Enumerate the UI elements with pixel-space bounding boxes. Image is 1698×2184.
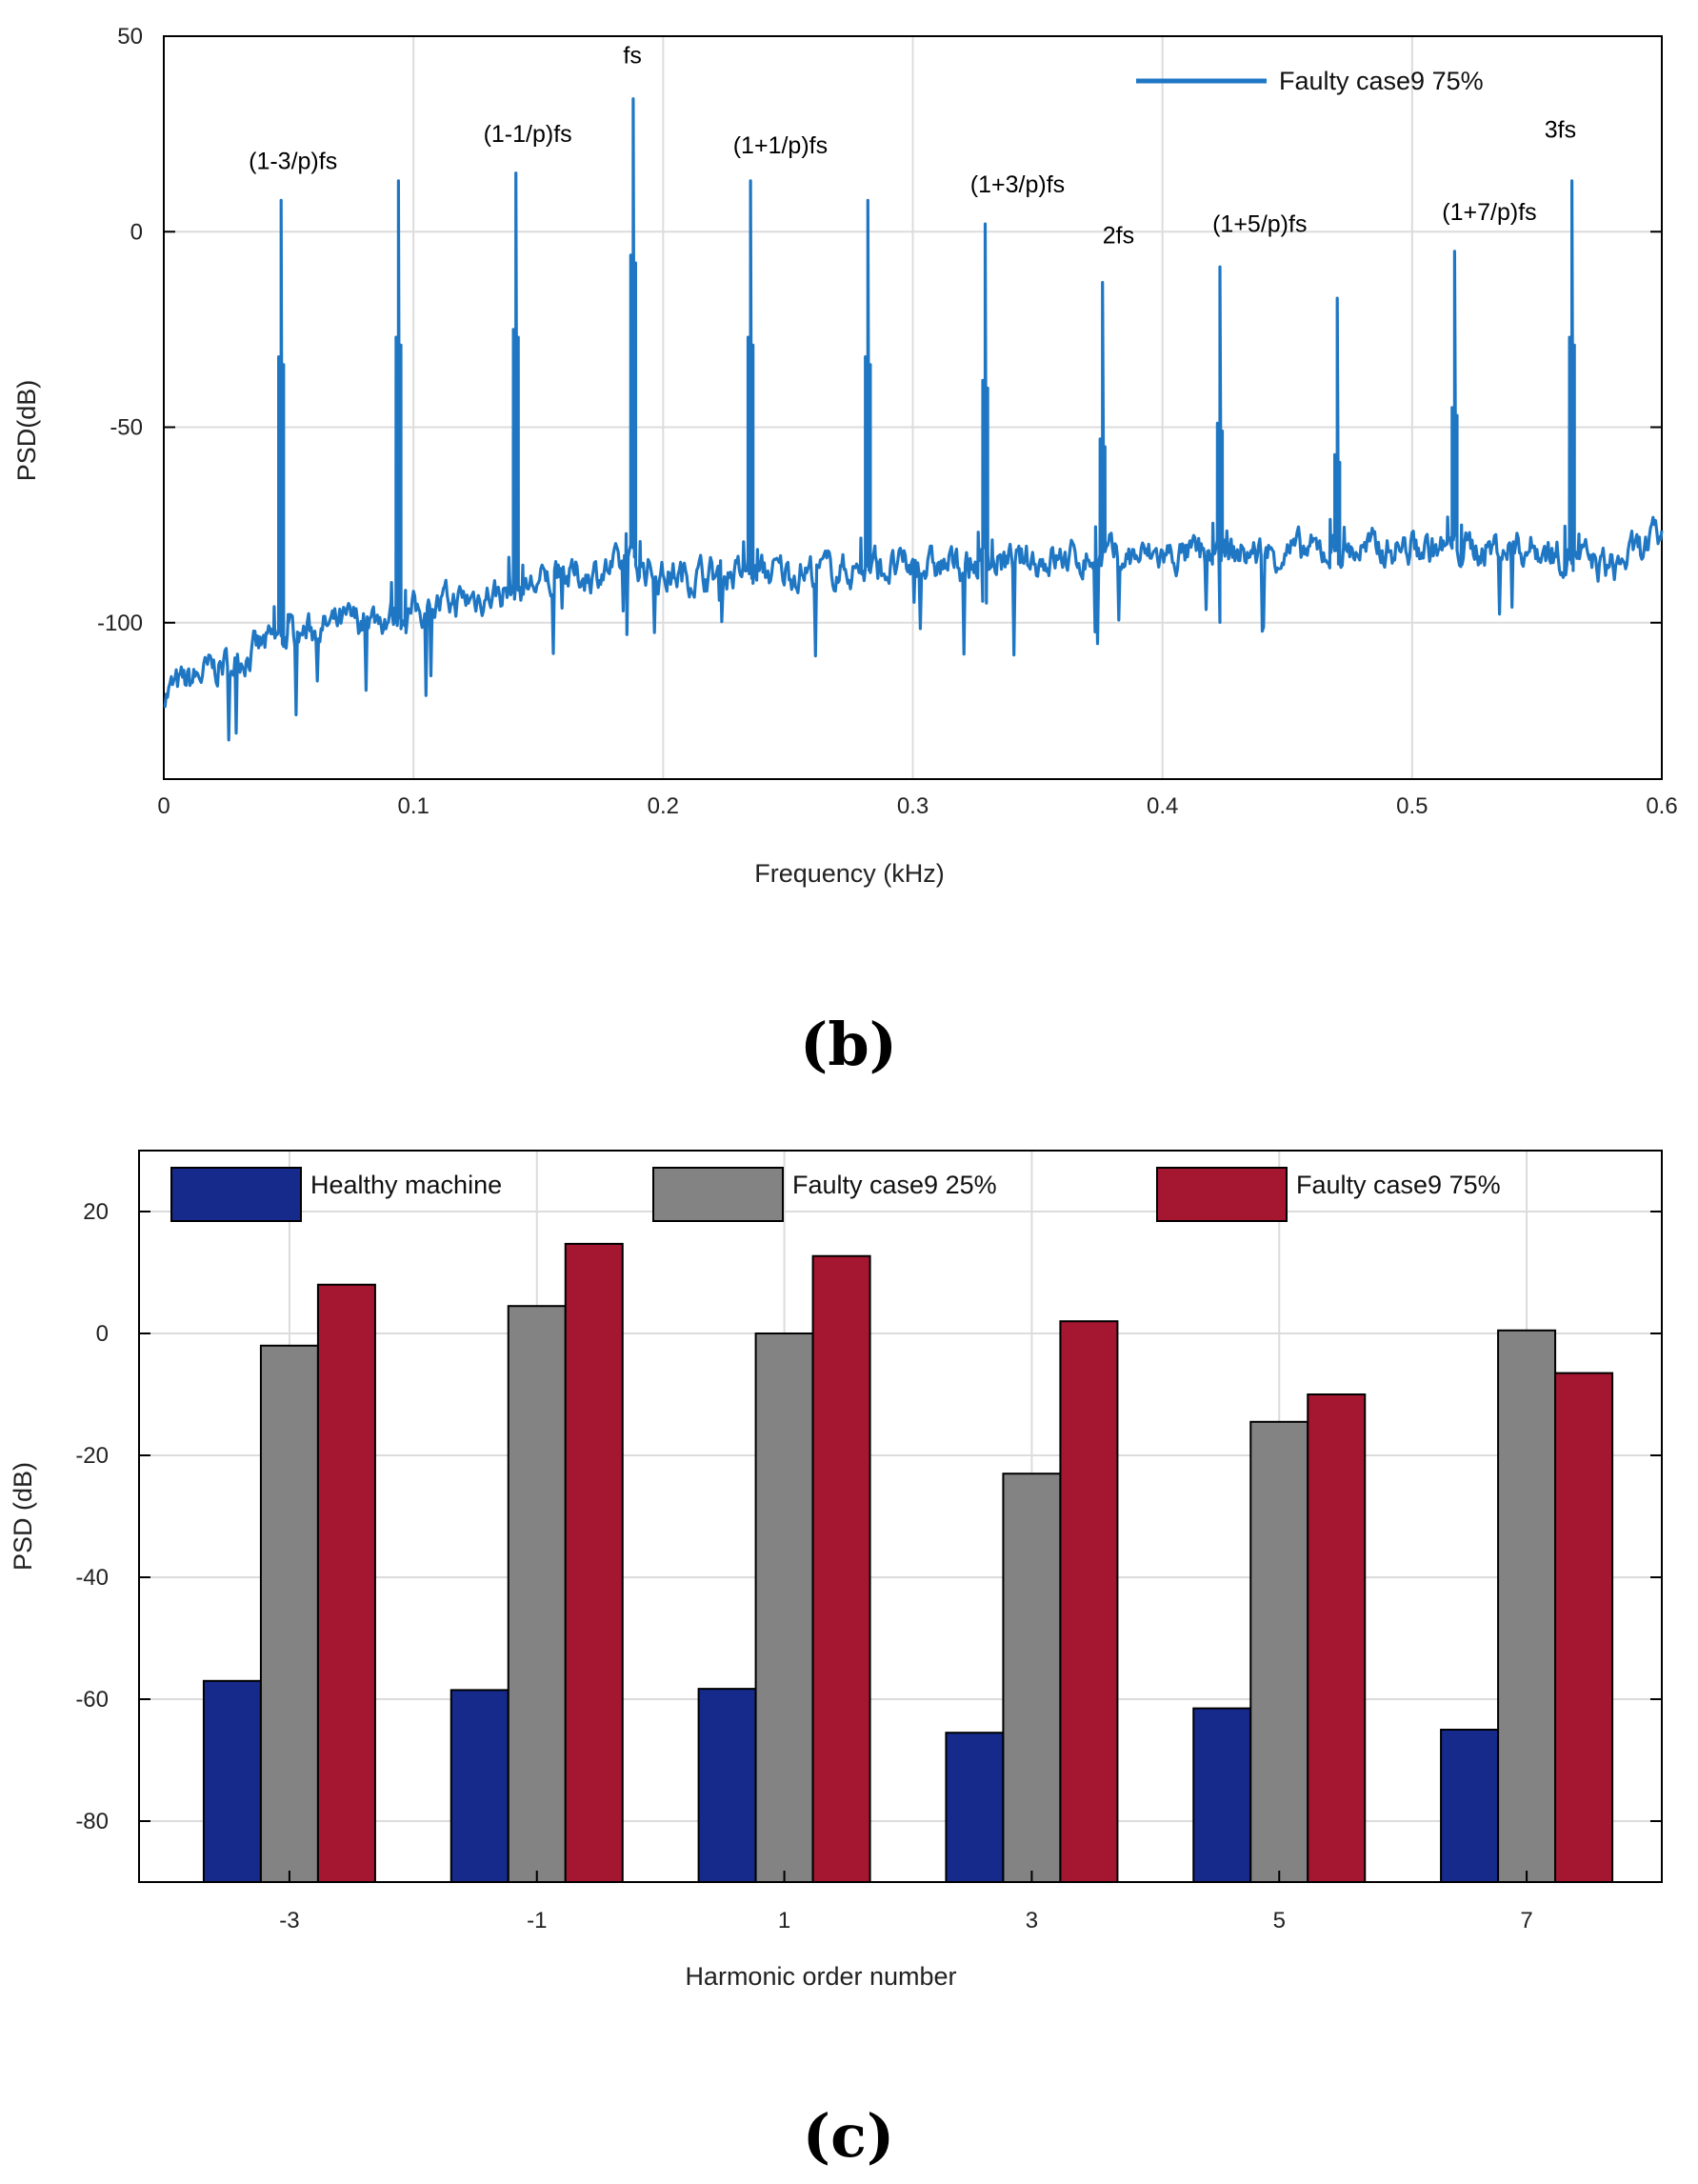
b-x-axis-label: Frequency (kHz) — [754, 859, 945, 888]
b-annotation: (1+3/p)fs — [970, 171, 1065, 198]
c-x-tick-label: 5 — [1273, 1908, 1286, 1934]
c-bar — [1554, 1372, 1614, 1883]
b-plot-frame — [163, 35, 1663, 780]
c-bar — [259, 1344, 319, 1884]
c-bar — [507, 1305, 567, 1883]
c-y-tick-label: -60 — [75, 1687, 109, 1713]
b-x-tick-label: 0 — [157, 793, 170, 819]
c-legend-swatch-25 — [652, 1167, 784, 1222]
c-bars — [202, 1242, 1614, 1884]
b-x-tick-label: 0.4 — [1147, 793, 1178, 819]
b-x-tick-label: 0.1 — [397, 793, 429, 819]
c-y-tick-label: 20 — [83, 1199, 109, 1225]
c-legend-swatch-75 — [1156, 1167, 1288, 1222]
b-legend: Faulty case9 75% — [1136, 67, 1484, 95]
c-bar — [202, 1679, 262, 1884]
c-legend-swatch-healthy — [170, 1167, 302, 1222]
b-annotation: (1-1/p)fs — [484, 121, 572, 148]
b-y-tick-label: -100 — [97, 611, 143, 636]
b-y-tick-label: -50 — [110, 415, 143, 441]
b-annotation: 2fs — [1103, 223, 1134, 250]
b-series-line-faulty-case9-75 — [163, 97, 1664, 742]
c-legend-label-25: Faulty case9 25% — [792, 1171, 997, 1199]
c-y-tick-label: 0 — [96, 1321, 109, 1347]
c-y-tick-label: -80 — [75, 1809, 109, 1834]
c-x-tick-label: -1 — [527, 1908, 547, 1934]
b-legend-label: Faulty case9 75% — [1279, 67, 1484, 95]
c-bar — [811, 1254, 871, 1883]
b-x-tick-label: 0.5 — [1396, 793, 1428, 819]
panel-label-c: (c) — [803, 2101, 894, 2171]
c-bar — [1497, 1329, 1557, 1884]
c-bar — [1192, 1707, 1252, 1883]
c-bar — [1249, 1420, 1309, 1884]
c-x-tick-label: -3 — [279, 1908, 299, 1934]
b-annotation: (1+5/p)fs — [1212, 210, 1307, 237]
c-plot-frame — [138, 1150, 1663, 1883]
b-annotation: (1+7/p)fs — [1442, 199, 1536, 226]
c-y-tick-label: -40 — [75, 1565, 109, 1591]
b-y-tick-label: 50 — [117, 24, 143, 50]
panel-label-b: (b) — [800, 1010, 897, 1079]
c-bar — [449, 1689, 509, 1884]
b-y-tick-label: 0 — [130, 219, 143, 245]
c-bar — [1002, 1473, 1062, 1883]
c-gridlines — [139, 1151, 1662, 1882]
c-bar — [697, 1688, 757, 1883]
c-y-tick-label: -20 — [75, 1443, 109, 1469]
c-legend-label-75: Faulty case9 75% — [1296, 1171, 1501, 1199]
c-bar — [1440, 1729, 1500, 1883]
b-x-tick-label: 0.6 — [1646, 793, 1677, 819]
c-bar — [1059, 1320, 1119, 1883]
b-annotation: fs — [623, 43, 641, 70]
c-legend: Healthy machine Faulty case9 25% Faulty … — [170, 1167, 1501, 1222]
b-x-tick-label: 0.3 — [897, 793, 929, 819]
harmonic-bar-chart: 20 0 -20 -40 -60 -80 -3 -1 1 3 5 7 Healthy machine … — [9, 1150, 1663, 2171]
b-annotation: 3fs — [1545, 117, 1576, 144]
c-bar — [945, 1732, 1005, 1883]
b-axis-ticks: 0 0.1 0.2 0.3 0.4 0.5 0.6 50 0 -50 -100 — [97, 24, 1678, 819]
b-x-tick-label: 0.2 — [648, 793, 679, 819]
b-annotations: (1-3/p)fs (1-1/p)fs fs (1+1/p)fs (1+3/p)fs 2f… — [249, 43, 1576, 250]
b-gridlines — [164, 36, 1662, 779]
c-bar — [1307, 1393, 1367, 1883]
c-legend-label-healthy: Healthy machine — [310, 1171, 502, 1199]
c-axis-ticks: 20 0 -20 -40 -60 -80 -3 -1 1 3 5 7 — [75, 1199, 1662, 1934]
c-x-tick-label: 7 — [1520, 1908, 1532, 1934]
b-y-axis-label: PSD(dB) — [12, 380, 41, 482]
b-annotation: (1+1/p)fs — [733, 132, 828, 159]
c-bar — [754, 1332, 814, 1883]
c-bar — [564, 1242, 624, 1884]
b-annotation: (1-3/p)fs — [249, 149, 337, 175]
c-y-axis-label: PSD (dB) — [9, 1462, 37, 1571]
c-x-axis-label: Harmonic order number — [685, 1962, 956, 1991]
c-x-tick-label: 1 — [778, 1908, 790, 1934]
c-x-tick-label: 3 — [1026, 1908, 1038, 1934]
c-bar — [316, 1283, 376, 1884]
